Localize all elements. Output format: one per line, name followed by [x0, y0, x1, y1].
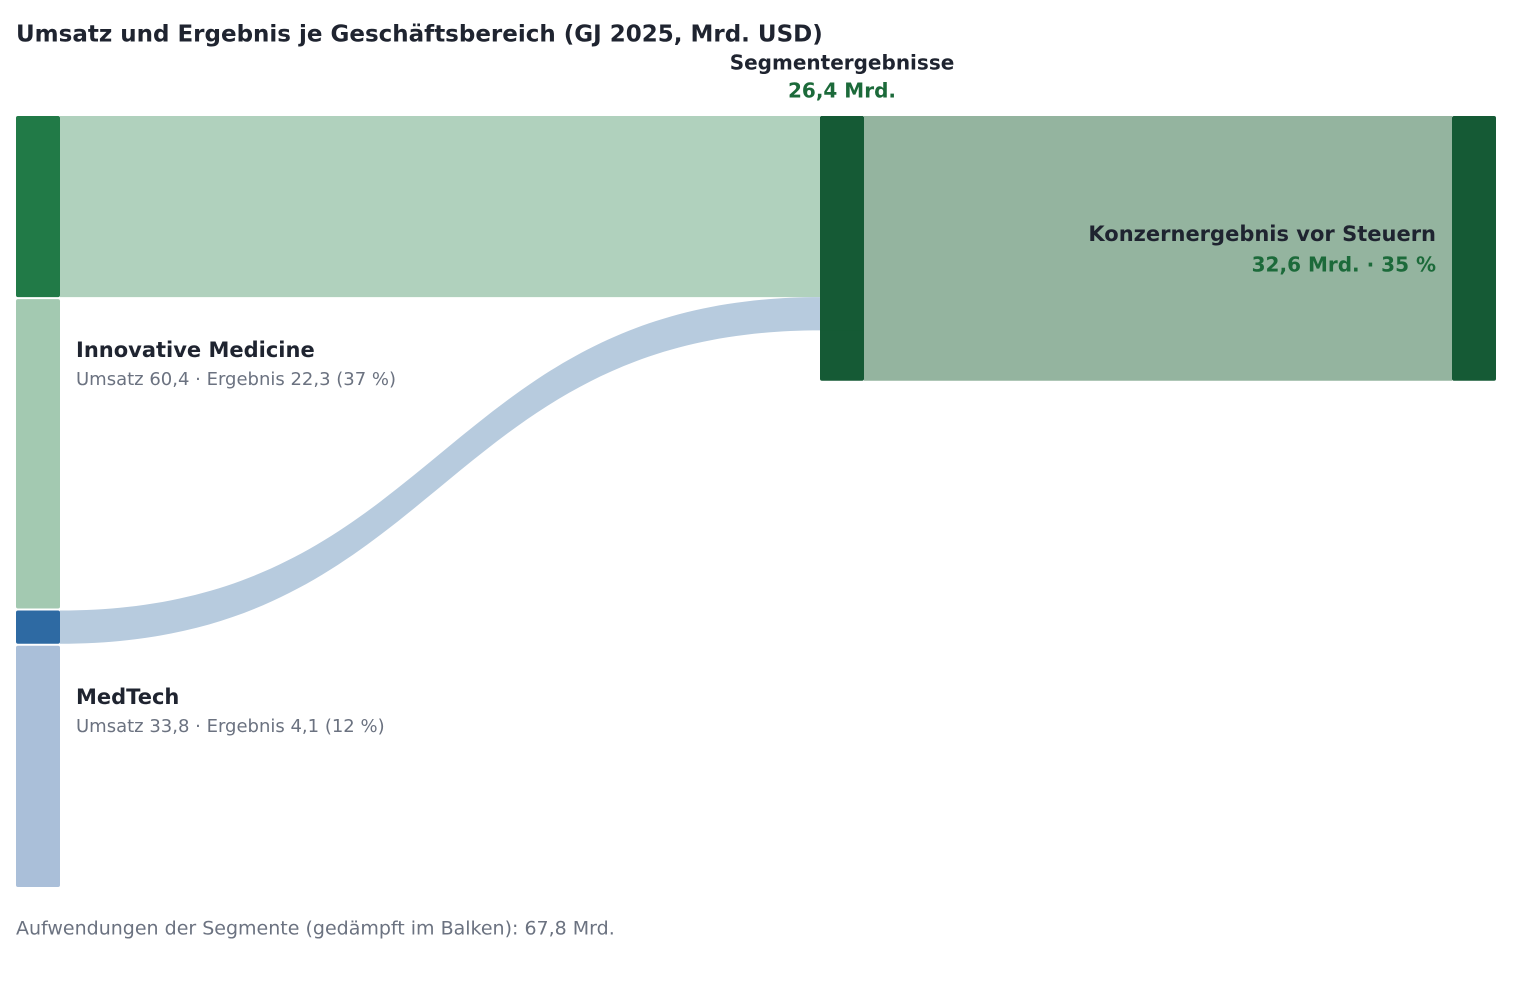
node-title: Segmentergebnisse	[730, 51, 955, 75]
footnote: Aufwendungen der Segmente (gedämpft im B…	[16, 918, 615, 940]
segment-total-node	[820, 116, 864, 331]
profit-node	[16, 610, 60, 644]
group-node	[1452, 116, 1496, 381]
segment-label: Umsatz 33,8 · Ergebnis 4,1 (12 %)	[76, 716, 385, 737]
flow	[60, 297, 820, 644]
segment-label: Umsatz 60,4 · Ergebnis 22,3 (37 %)	[76, 369, 396, 390]
group-band	[864, 116, 1452, 381]
segment-name: Innovative Medicine	[76, 338, 315, 362]
revenue-node	[16, 645, 60, 887]
revenue-node	[16, 299, 60, 609]
segment-name: MedTech	[76, 685, 179, 709]
chart-title: Umsatz und Ergebnis je Geschäftsbereich …	[16, 22, 823, 48]
profit-node	[16, 116, 60, 298]
group-value: 32,6 Mrd. · 35 %	[1252, 253, 1436, 277]
group-name: Konzernergebnis vor Steuern	[1088, 222, 1436, 246]
node-value: 26,4 Mrd.	[788, 79, 896, 103]
flow	[60, 116, 820, 298]
